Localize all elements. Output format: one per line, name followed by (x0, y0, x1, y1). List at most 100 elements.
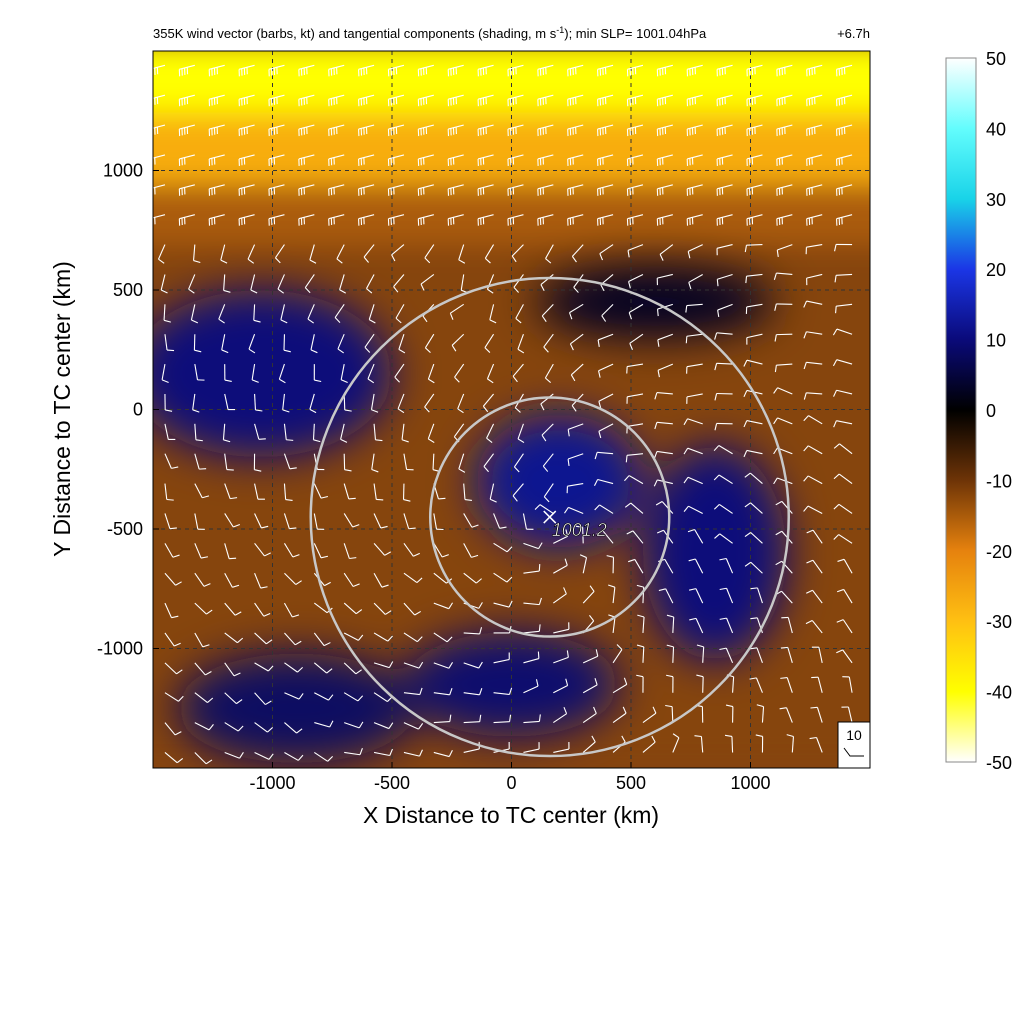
wind-barb (387, 214, 405, 226)
wind-barb (806, 214, 823, 226)
wind-barb (806, 589, 823, 604)
wind-barb (417, 154, 434, 166)
wind-barb (626, 423, 644, 434)
wind-barb (713, 503, 733, 514)
wind-barb (597, 214, 614, 226)
wind-barb (157, 244, 166, 264)
wind-barb (224, 751, 244, 759)
wind-barb (543, 483, 554, 503)
wind-barb (194, 363, 205, 381)
wind-barb (477, 64, 494, 77)
wind-barb (238, 94, 255, 107)
wind-barb (696, 644, 705, 663)
wind-barb (298, 94, 315, 107)
wind-barb (221, 334, 229, 354)
wind-barb (178, 184, 195, 196)
wind-barb (686, 94, 703, 107)
wind-barb (433, 543, 449, 558)
wind-barb (493, 513, 507, 529)
wind-barb (238, 214, 255, 226)
wind-barb (596, 530, 614, 544)
wind-barb (571, 244, 584, 263)
tc-center-marker (543, 510, 557, 524)
wind-barb (810, 706, 823, 723)
wind-barb (238, 154, 255, 166)
wind-barb (612, 644, 623, 664)
wind-barb (433, 662, 454, 669)
wind-barb (642, 735, 656, 753)
wind-barb (833, 503, 853, 514)
wind-barb (805, 619, 823, 634)
wind-barb (628, 303, 644, 320)
wind-barb (164, 543, 180, 558)
wind-barb (484, 333, 495, 353)
wind-barb (656, 124, 673, 137)
wind-barb (254, 692, 272, 706)
wind-barb (248, 334, 256, 354)
range-ring (309, 276, 790, 758)
wind-barb (343, 513, 360, 528)
range-ring (428, 396, 671, 638)
wind-barb (833, 473, 853, 485)
wind-barb (806, 64, 823, 77)
wind-barb (484, 244, 495, 264)
wind-barb (254, 543, 271, 557)
y-tick-label: -500 (107, 519, 143, 539)
wind-barb (194, 752, 213, 765)
wind-barb (714, 533, 733, 544)
wind-barb (597, 64, 614, 77)
wind-barb (567, 94, 584, 107)
y-axis-label: Y Distance to TC center (km) (49, 261, 75, 557)
colorbar-tick-label: 30 (986, 190, 1006, 210)
wind-barb (744, 561, 763, 574)
wind-barb (463, 483, 472, 501)
y-axis-ticks: -1000 -500 0 500 1000 (97, 161, 159, 659)
wind-barb (358, 214, 375, 226)
wind-barb (373, 542, 392, 556)
wind-barb (208, 154, 225, 166)
wind-barb (776, 64, 793, 77)
wind-barb (224, 543, 237, 560)
wind-barb (164, 423, 176, 441)
wind-barb (307, 304, 315, 324)
wind-barb (656, 184, 673, 196)
wind-barb (745, 273, 763, 284)
wind-barb (629, 333, 644, 350)
wind-barb (417, 64, 434, 77)
wind-barb (687, 529, 704, 544)
wind-barb (803, 415, 823, 425)
wind-barb (512, 483, 524, 502)
time-label: +6.7h (837, 26, 870, 41)
wind-barb (755, 734, 764, 753)
wind-barb (398, 334, 406, 354)
wind-barb (463, 661, 483, 669)
wind-barb (268, 94, 285, 107)
wind-barb (686, 184, 703, 196)
wind-barb (254, 573, 268, 589)
wind-barb (283, 543, 300, 558)
wind-barb (284, 722, 303, 734)
wind-barb (628, 558, 644, 574)
wind-barb (420, 274, 435, 291)
wind-barb (194, 632, 210, 648)
wind-barb (553, 706, 568, 724)
wind-barb (582, 678, 598, 694)
wind-barb (597, 94, 614, 107)
wind-barb (656, 273, 673, 286)
colorbar-tick-label: 40 (986, 119, 1006, 139)
wind-barb (515, 304, 524, 324)
wind-barb (774, 303, 793, 311)
wind-barb (373, 423, 383, 442)
wind-barb (208, 94, 225, 107)
wind-barb (403, 661, 424, 669)
wind-barb (493, 542, 513, 553)
wind-barb (746, 154, 763, 166)
wind-barb (178, 124, 195, 137)
wind-barb (672, 733, 680, 753)
wind-barb (687, 244, 703, 259)
wind-barb (447, 214, 464, 226)
wind-barb (716, 154, 733, 166)
wind-barb (309, 393, 317, 414)
wind-barb (683, 505, 703, 514)
wind-barb (625, 453, 644, 463)
